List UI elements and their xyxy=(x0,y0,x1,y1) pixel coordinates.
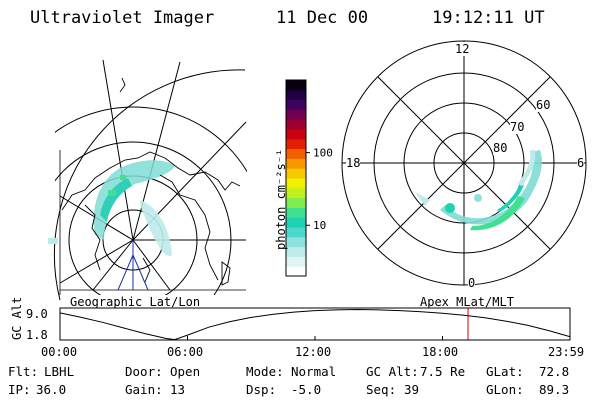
colorbar-cell xyxy=(286,256,306,267)
status-glat-label: GLat: xyxy=(486,364,524,379)
geo-meridian xyxy=(132,61,181,241)
altitude-ylabel: GC Alt xyxy=(10,296,24,340)
colorbar-cell xyxy=(286,227,306,238)
colorbar-cell xyxy=(286,236,306,248)
polar-diagonal-line xyxy=(377,76,551,250)
colorbar-cell xyxy=(286,266,306,277)
status-glon-label: GLon: xyxy=(486,382,524,397)
colorbar-cell xyxy=(286,217,306,228)
lat-label: 70 xyxy=(510,120,525,134)
geo-meridian xyxy=(132,239,171,291)
geo-aurora xyxy=(48,160,175,256)
status-seq-label: Seq: xyxy=(366,382,397,397)
status-mode-value: Normal xyxy=(291,364,337,379)
altitude-xtick: 06:00 xyxy=(167,345,204,359)
geo-lat-circle xyxy=(55,106,247,173)
status-ip-label: IP: xyxy=(8,382,31,397)
instrument-title: Ultraviolet Imager xyxy=(30,8,215,28)
altitude-xtick: 12:00 xyxy=(295,345,332,359)
geo-meridian xyxy=(102,59,134,241)
colorbar-cell xyxy=(286,99,306,110)
colorbar-cell xyxy=(286,138,306,150)
status-door-value: Open xyxy=(170,364,201,379)
mlt-label-left: 18 xyxy=(346,156,361,170)
geo-outer-arc xyxy=(53,69,246,301)
status-gain-label: Gain: xyxy=(125,382,163,397)
mlt-label-bottom: 0 xyxy=(468,276,476,290)
colorbar-cell xyxy=(286,187,306,199)
colorbar-cell xyxy=(286,197,306,208)
polar-aurora xyxy=(415,149,542,231)
colorbar-cell xyxy=(286,178,306,189)
geo-meridian xyxy=(59,239,134,284)
status-glat-value: 72.8 xyxy=(539,364,570,379)
status-door-label: Door: xyxy=(125,364,163,379)
status-seq-value: 39 xyxy=(404,382,420,397)
colorbar-cell xyxy=(286,80,306,91)
altitude-xtick: 23:59 xyxy=(548,345,585,359)
colorbar-cell xyxy=(286,168,306,179)
apex-map-label: Apex MLat/MLT xyxy=(420,295,514,309)
status-gcalt-value: 7.5 Re xyxy=(420,364,466,379)
geo-meridian xyxy=(92,239,134,291)
geo-coastlines xyxy=(61,77,241,286)
lat-label: 80 xyxy=(493,141,508,155)
altitude-ytick: 1.8 xyxy=(26,328,48,342)
geo-satellite-track xyxy=(117,240,149,291)
colorbar-cell xyxy=(286,207,306,218)
geographic-map-label: Geographic Lat/Lon xyxy=(70,295,201,309)
altitude-plot-frame xyxy=(59,307,571,341)
mlt-label-top: 12 xyxy=(455,42,470,56)
colorbar-cell xyxy=(286,119,306,130)
colorbar-cell xyxy=(286,109,306,120)
status-ip-value: 36.0 xyxy=(36,382,67,397)
status-dsp-label: Dsp: xyxy=(246,382,277,397)
colorbar-cell xyxy=(286,129,306,140)
colorbar-cell xyxy=(286,246,306,257)
altitude-ytick: 9.0 xyxy=(26,307,48,321)
colorbar-cell xyxy=(286,148,306,159)
colorbar-cell xyxy=(286,89,306,101)
status-flt-label: Flt: xyxy=(8,364,39,379)
status-dsp-value: -5.0 xyxy=(291,382,322,397)
altitude-curve xyxy=(59,308,570,341)
colorbar-frame xyxy=(285,79,307,277)
altitude-xtick: 00:00 xyxy=(41,345,78,359)
status-glon-value: 89.3 xyxy=(539,382,570,397)
status-gain-value: 13 xyxy=(170,382,186,397)
date-label: 11 Dec 00 xyxy=(276,8,369,28)
lat-label: 60 xyxy=(536,98,551,112)
colorbar-tick-label: 100 xyxy=(313,147,333,160)
colorbar-cell xyxy=(286,158,306,169)
altitude-xtick: 18:00 xyxy=(422,345,459,359)
status-mode-label: Mode: xyxy=(246,364,284,379)
mlt-label-right: 6 xyxy=(577,156,585,170)
colorbar-tick-label: 10 xyxy=(313,219,326,232)
status-gcalt-label: GC Alt: xyxy=(366,364,419,379)
time-label: 19:12:11 UT xyxy=(432,8,545,28)
status-flt-value: LBHL xyxy=(44,364,75,379)
